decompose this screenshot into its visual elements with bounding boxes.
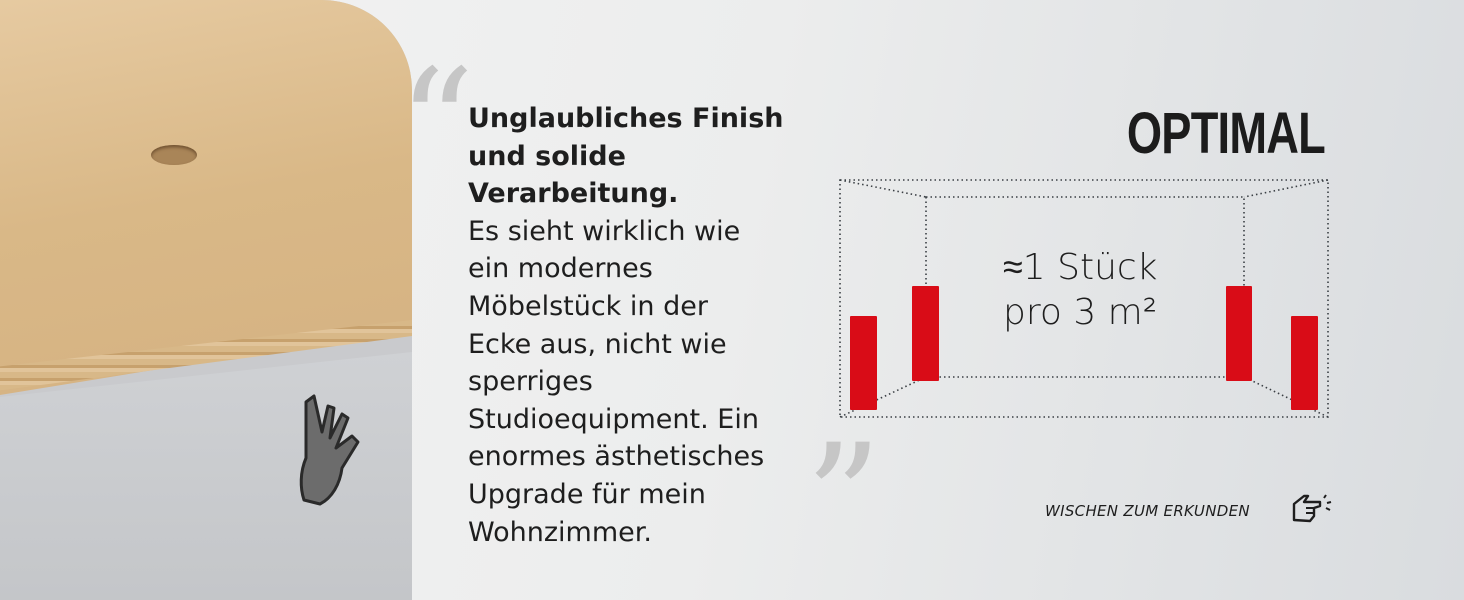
swipe-hint[interactable]: WISCHEN ZUM ERKUNDEN <box>1045 502 1250 520</box>
wood-hole <box>151 145 197 165</box>
review-body-line: Upgrade für mein <box>468 478 706 510</box>
review-headline-line: Verarbeitung. <box>468 178 679 210</box>
review-body-line: ein modernes <box>468 253 653 285</box>
review-body-line: sperriges <box>468 366 593 398</box>
perspective-line <box>1243 376 1329 418</box>
perspective-line <box>839 179 927 198</box>
review-body-line: enormes ästhetisches <box>468 441 765 473</box>
review-text: Unglaubliches Finish und solide Verarbei… <box>468 100 813 551</box>
product-image <box>0 0 412 600</box>
perspective-line <box>1243 179 1329 198</box>
open-quote-mark: “ <box>398 38 475 212</box>
acoustic-panel <box>912 286 939 381</box>
acoustic-panel <box>1291 316 1318 410</box>
close-quote-mark: ” <box>805 413 882 587</box>
fabric-panel <box>0 352 412 600</box>
review-body-line: Es sieht wirklich wie <box>468 215 741 247</box>
acoustic-panel <box>850 316 877 410</box>
density-line: ≈1 Stück <box>1003 247 1158 288</box>
review-headline-line: Unglaubliches Finish <box>468 103 784 134</box>
diagram-title: OPTIMAL <box>1126 101 1326 166</box>
review-body-line: Studioequipment. Ein <box>468 403 759 435</box>
review-body-line: Ecke aus, nicht wie <box>468 328 727 360</box>
review-body-line: Möbelstück in der <box>468 290 708 322</box>
review-body-line: Wohnzimmer. <box>468 516 652 548</box>
room-outline <box>839 179 1329 418</box>
density-line: pro 3 m² <box>1003 292 1158 333</box>
pointing-hand-icon[interactable] <box>1290 494 1336 526</box>
panel-density: ≈1 Stück pro 3 m² <box>1003 245 1158 335</box>
review-headline-line: und solide <box>468 140 626 172</box>
acoustic-panel <box>1226 286 1252 381</box>
hand-touch-icon <box>299 394 360 506</box>
